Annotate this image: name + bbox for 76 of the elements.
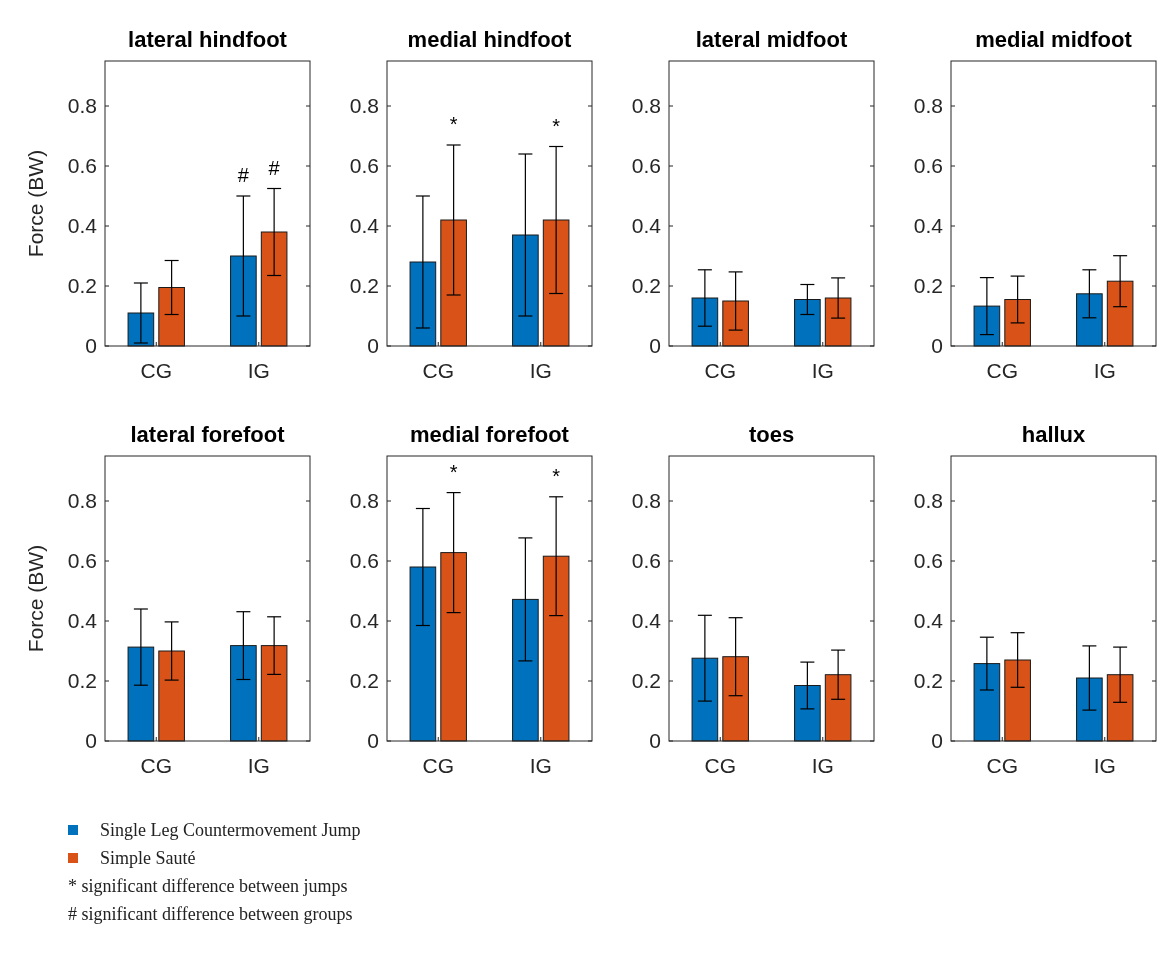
- x-tick-label: IG: [247, 754, 270, 777]
- x-tick-label: IG: [529, 754, 552, 777]
- y-tick-label: 0.6: [631, 154, 661, 178]
- chart-title: lateral forefoot: [130, 422, 286, 447]
- chart-title: lateral hindfoot: [128, 27, 288, 52]
- y-tick-label: 0.8: [631, 94, 661, 118]
- y-tick-label: 0.8: [67, 94, 97, 118]
- annotation: *: [552, 464, 561, 487]
- y-tick-label: 0.4: [913, 609, 944, 633]
- x-tick-label: CG: [704, 359, 736, 382]
- y-tick-label: 0.2: [631, 274, 661, 298]
- annotation: #: [268, 156, 281, 179]
- y-tick-label: 0.2: [349, 274, 379, 298]
- x-tick-label: CG: [140, 359, 172, 382]
- annotation: *: [449, 113, 458, 135]
- y-tick-label: 0.8: [631, 489, 661, 513]
- annotation: *: [552, 114, 561, 137]
- y-tick-label: 0.4: [631, 214, 662, 238]
- chart-title: medial midfoot: [975, 27, 1133, 52]
- x-tick-label: CG: [986, 754, 1018, 777]
- y-tick-label: 0.8: [349, 94, 379, 118]
- chart-title: toes: [748, 422, 795, 447]
- y-tick-label: 0.2: [631, 669, 661, 693]
- x-tick-label: IG: [247, 359, 270, 382]
- y-tick-label: 0: [649, 334, 661, 358]
- chart-title: lateral midfoot: [695, 27, 848, 52]
- chart-title: hallux: [1021, 422, 1087, 447]
- y-tick-label: 0.6: [349, 549, 379, 573]
- x-tick-label: IG: [1093, 359, 1116, 382]
- y-tick-label: 0.8: [913, 94, 943, 118]
- y-tick-label: 0.6: [913, 549, 943, 573]
- y-tick-label: 0.8: [67, 489, 97, 513]
- annotation: *: [449, 460, 458, 483]
- x-tick-label: CG: [140, 754, 172, 777]
- y-tick-label: 0.2: [67, 274, 97, 298]
- y-axis-title: Force (BW): [24, 544, 47, 653]
- x-tick-label: CG: [986, 359, 1018, 382]
- chart-title: medial forefoot: [410, 422, 570, 447]
- y-tick-label: 0.6: [631, 549, 661, 573]
- x-tick-label: IG: [811, 359, 834, 382]
- y-tick-label: 0.6: [349, 154, 379, 178]
- text: * significant difference between jumps: [68, 876, 348, 896]
- y-tick-label: 0.6: [67, 154, 97, 178]
- x-tick-label: IG: [1093, 754, 1116, 777]
- y-tick-label: 0.8: [913, 489, 943, 513]
- y-tick-label: 0: [85, 729, 97, 753]
- y-tick-label: 0.4: [631, 609, 662, 633]
- y-tick-label: 0.2: [349, 669, 379, 693]
- y-tick-label: 0: [649, 729, 661, 753]
- legend-label: Simple Sauté: [100, 848, 196, 868]
- y-tick-label: 0: [931, 729, 943, 753]
- text: # significant difference between groups: [68, 904, 353, 924]
- y-tick-label: 0.4: [349, 214, 380, 238]
- legend-label: Single Leg Countermovement Jump: [100, 820, 361, 840]
- y-tick-label: 0.6: [913, 154, 943, 178]
- y-tick-label: 0: [85, 334, 97, 358]
- chart-title: medial hindfoot: [407, 27, 573, 52]
- x-tick-label: CG: [704, 754, 736, 777]
- y-tick-label: 0.4: [67, 609, 98, 633]
- y-tick-label: 0.6: [67, 549, 97, 573]
- x-tick-label: IG: [811, 754, 834, 777]
- x-tick-label: CG: [422, 754, 454, 777]
- y-tick-label: 0.4: [913, 214, 944, 238]
- y-tick-label: 0.2: [913, 669, 943, 693]
- x-tick-label: CG: [422, 359, 454, 382]
- y-tick-label: 0.4: [67, 214, 98, 238]
- y-tick-label: 0.4: [349, 609, 380, 633]
- y-tick-label: 0: [367, 334, 379, 358]
- y-tick-label: 0.8: [349, 489, 379, 513]
- y-tick-label: 0: [367, 729, 379, 753]
- y-tick-label: 0.2: [67, 669, 97, 693]
- y-tick-label: 0.2: [913, 274, 943, 298]
- y-axis-title: Force (BW): [24, 149, 47, 258]
- y-tick-label: 0: [931, 334, 943, 358]
- annotation: #: [237, 164, 250, 186]
- x-tick-label: IG: [529, 359, 552, 382]
